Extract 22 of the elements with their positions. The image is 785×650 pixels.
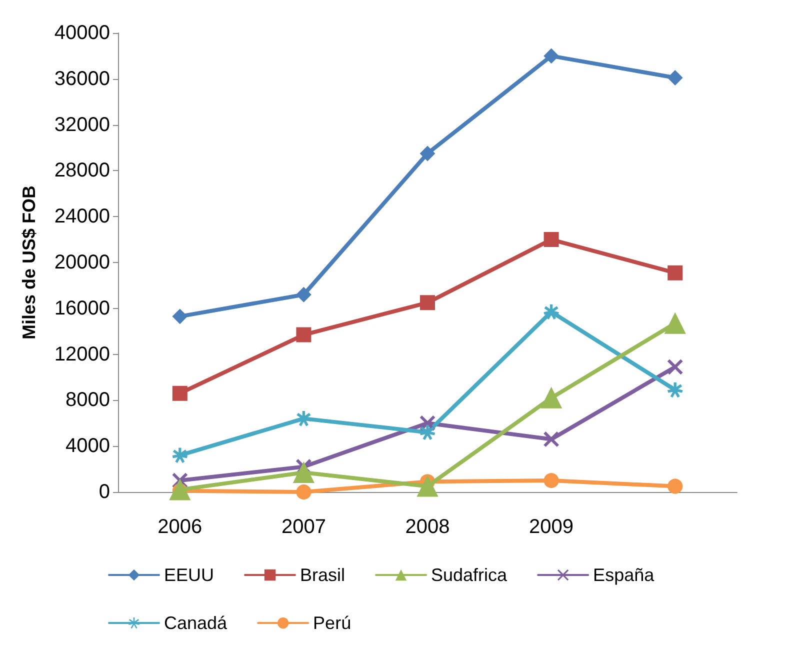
legend-label: Brasil xyxy=(300,565,346,585)
x-tick-label: 2008 xyxy=(405,516,450,538)
x-tick-label: 2006 xyxy=(158,516,202,538)
x-tick-label: 2009 xyxy=(529,516,574,538)
y-tick-label: 24000 xyxy=(54,206,110,228)
legend-label: Perú xyxy=(313,613,352,633)
x-tick-label: 2007 xyxy=(281,516,326,538)
y-tick-label: 8000 xyxy=(66,389,110,412)
y-tick-label: 28000 xyxy=(54,160,110,182)
legend-label: Sudafrica xyxy=(431,565,508,585)
y-tick-label: 4000 xyxy=(66,435,110,458)
y-tick-label: 40000 xyxy=(54,22,110,44)
y-tick-label: 16000 xyxy=(54,297,110,320)
y-tick-label: 20000 xyxy=(54,252,110,274)
legend-label: Canadá xyxy=(164,613,228,633)
legend-label: EEUU xyxy=(164,565,214,585)
y-tick-label: 12000 xyxy=(54,343,110,366)
y-tick-label: 32000 xyxy=(54,114,110,136)
y-tick-label: 0 xyxy=(98,481,110,503)
y-axis-title: Miles de US$ FOB xyxy=(19,185,39,340)
y-tick-label: 36000 xyxy=(54,68,110,90)
legend-label: España xyxy=(593,565,656,585)
